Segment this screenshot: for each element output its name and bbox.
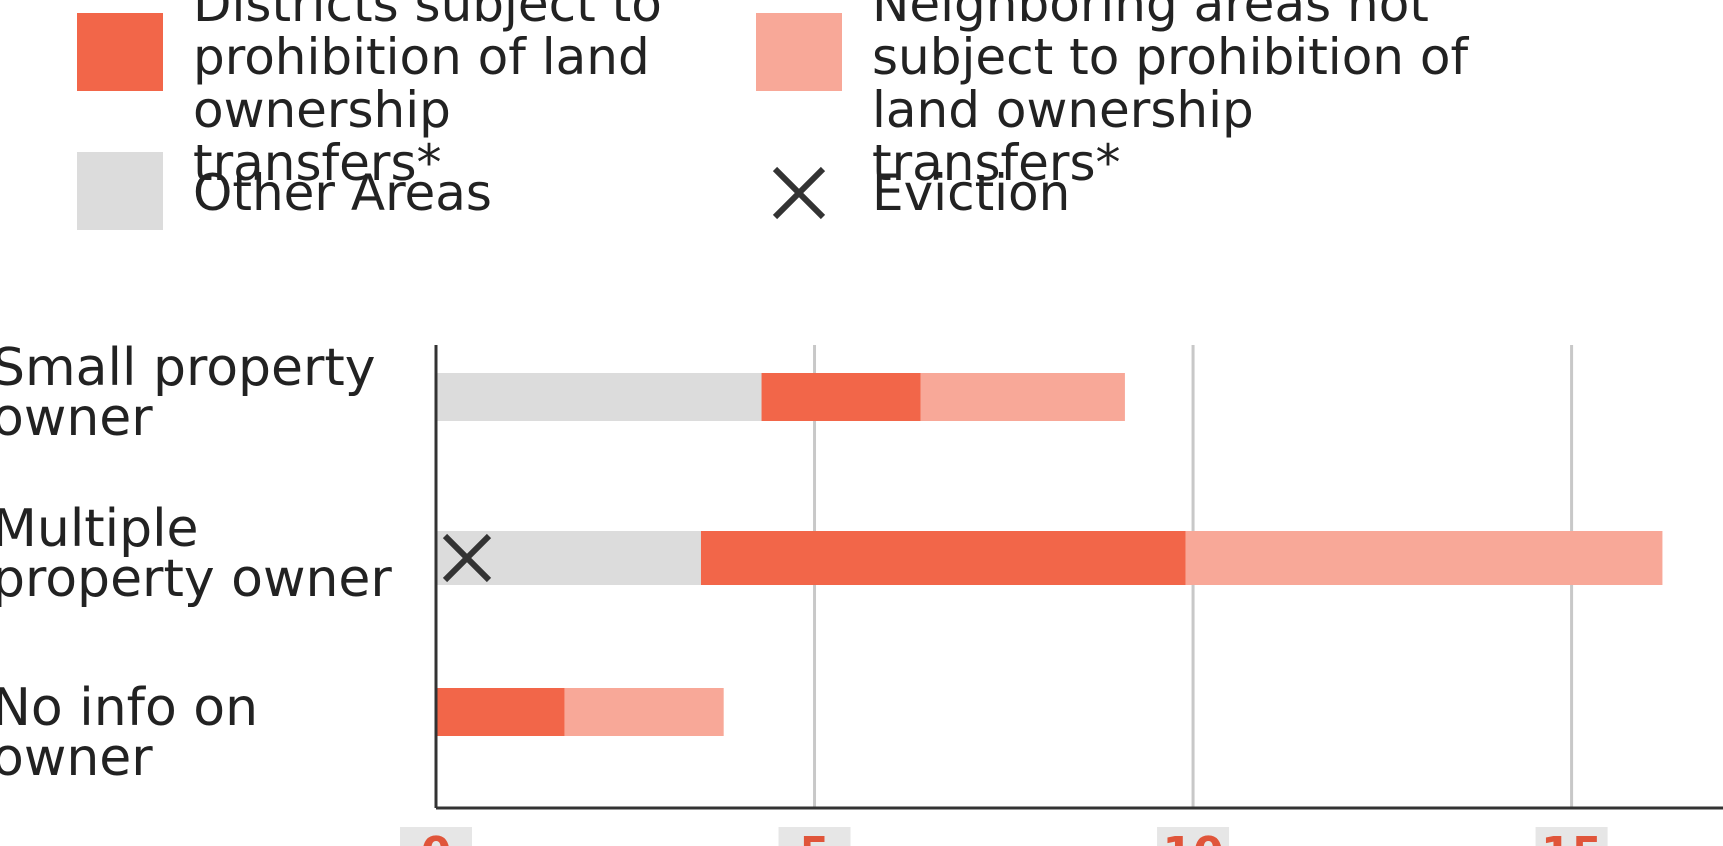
x-tick-label: 15	[1541, 828, 1602, 846]
category-label: Multiple property owner	[0, 499, 392, 609]
bar-segment	[436, 373, 762, 421]
x-tick-label: 10	[1162, 828, 1223, 846]
x-tick-label: 0	[421, 828, 452, 846]
legend-label: Districts subject to prohibition of land…	[193, 0, 662, 192]
legend-swatch	[756, 13, 842, 91]
bar-segment	[436, 688, 565, 736]
bar-segment	[564, 688, 724, 736]
legend-eviction-icon	[772, 166, 826, 220]
bar-segment	[1185, 531, 1663, 585]
legend-label: Other Areas	[193, 164, 492, 222]
legend-swatch	[77, 152, 163, 230]
bar-segment	[761, 373, 921, 421]
x-tick-label: 5	[799, 828, 830, 846]
legend-label: Neighboring areas not subject to prohibi…	[872, 0, 1469, 192]
x-tick-label-box	[1157, 827, 1230, 846]
legend-swatch	[77, 13, 163, 91]
bar-segment	[920, 373, 1125, 421]
bar-segment	[700, 531, 1186, 585]
category-label: Small property owner	[0, 338, 376, 448]
x-tick-label-box	[400, 827, 472, 846]
category-label: No info on owner	[0, 678, 259, 788]
bar-segment	[436, 531, 701, 585]
x-tick-label-box	[778, 827, 851, 846]
x-tick-label-box	[1535, 827, 1608, 846]
legend-label: Eviction	[872, 164, 1071, 222]
eviction-marker	[442, 533, 492, 583]
